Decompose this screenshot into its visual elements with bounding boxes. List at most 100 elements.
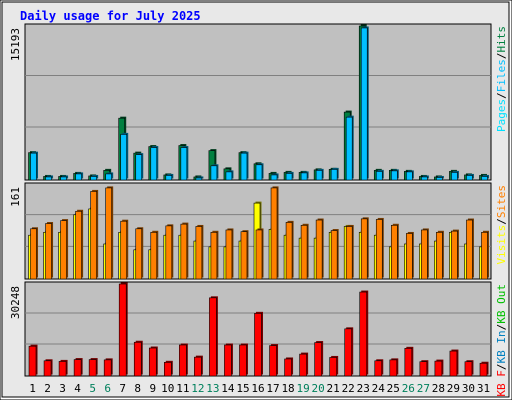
x-tick-label: 15 bbox=[236, 382, 249, 395]
bar-kb-f-16 bbox=[254, 313, 262, 377]
bar-kb-f-23 bbox=[359, 291, 368, 377]
bar-files-18 bbox=[285, 173, 293, 181]
bar-files-21 bbox=[330, 169, 338, 181]
bar-files-12 bbox=[195, 177, 203, 181]
bar-kb-f-12 bbox=[194, 356, 202, 377]
bar-kb-f-21 bbox=[329, 357, 337, 377]
bar-sites-22 bbox=[345, 226, 353, 280]
panel-background bbox=[24, 23, 492, 181]
legend-entry: / bbox=[495, 218, 508, 225]
bar-sites-31 bbox=[481, 231, 488, 280]
x-tick-label: 9 bbox=[149, 382, 156, 395]
legend-entry: Visits bbox=[495, 225, 508, 265]
bar-files-31 bbox=[481, 176, 488, 181]
bar-files-27 bbox=[421, 176, 428, 181]
bar-kb-f-31 bbox=[479, 362, 488, 377]
bar-sites-4 bbox=[75, 210, 82, 280]
legend-entry: Out bbox=[495, 284, 508, 311]
bar-sites-17 bbox=[270, 187, 278, 280]
bar-files-2 bbox=[45, 176, 52, 181]
legend-entry: Pages bbox=[495, 99, 508, 132]
bar-sites-14 bbox=[225, 229, 233, 280]
bar-sites-28 bbox=[436, 231, 443, 280]
panel-max-label: 15193 bbox=[9, 28, 22, 61]
bar-files-8 bbox=[135, 154, 143, 181]
bar-kb-f-5 bbox=[88, 359, 97, 377]
x-tick-label: 21 bbox=[327, 382, 340, 395]
bar-kb-f-20 bbox=[314, 342, 322, 377]
bar-kb-f-4 bbox=[73, 359, 82, 377]
bar-kb-f-9 bbox=[148, 347, 157, 377]
x-tick-label: 16 bbox=[251, 382, 264, 395]
bar-files-23 bbox=[360, 27, 368, 181]
bar-sites-15 bbox=[240, 231, 248, 280]
x-tick-label: 22 bbox=[342, 382, 355, 395]
bar-files-30 bbox=[466, 175, 473, 181]
bar-sites-27 bbox=[421, 229, 428, 280]
bar-files-9 bbox=[150, 147, 158, 181]
bar-sites-13 bbox=[210, 231, 218, 280]
bar-sites-16 bbox=[255, 229, 263, 280]
bar-sites-3 bbox=[60, 220, 67, 280]
x-tick-label: 29 bbox=[447, 382, 460, 395]
bar-kb-f-11 bbox=[179, 344, 187, 377]
bar-kb-f-19 bbox=[299, 353, 307, 377]
legend-entry: / bbox=[495, 53, 508, 60]
x-tick-label: 23 bbox=[357, 382, 370, 395]
legend-entry: KB bbox=[495, 310, 508, 324]
bar-sites-7 bbox=[120, 220, 128, 280]
bar-kb-f-26 bbox=[404, 348, 413, 377]
bar-sites-29 bbox=[451, 230, 458, 280]
panel-legend: KB F/KB In/KB Out bbox=[495, 284, 508, 397]
chart-title: Daily usage for July 2025 bbox=[20, 9, 201, 23]
bar-kb-f-1 bbox=[28, 345, 37, 377]
bar-kb-f-25 bbox=[389, 359, 398, 377]
bar-kb-f-14 bbox=[224, 344, 232, 377]
bar-files-15 bbox=[240, 152, 248, 181]
bar-files-16 bbox=[255, 164, 263, 181]
bar-kb-f-30 bbox=[464, 361, 473, 377]
bar-kb-f-10 bbox=[164, 362, 172, 377]
bar-sites-30 bbox=[466, 219, 473, 280]
x-tick-label: 20 bbox=[312, 382, 325, 395]
x-tick-label: 4 bbox=[74, 382, 81, 395]
chart-panels: 15193Pages/Files/Hits161Visits/Sites3024… bbox=[9, 23, 508, 397]
x-tick-label: 13 bbox=[206, 382, 219, 395]
bar-files-20 bbox=[315, 170, 323, 181]
panel-max-label: 30248 bbox=[9, 286, 22, 319]
bar-sites-1 bbox=[30, 228, 37, 280]
x-tick-label: 18 bbox=[281, 382, 294, 395]
x-tick-label: 10 bbox=[161, 382, 174, 395]
bar-files-11 bbox=[180, 147, 188, 181]
bar-sites-20 bbox=[315, 219, 323, 280]
bar-sites-2 bbox=[45, 223, 52, 280]
bar-sites-9 bbox=[150, 231, 158, 280]
bar-files-19 bbox=[300, 172, 308, 181]
bar-kb-f-28 bbox=[434, 360, 443, 377]
legend-entry: / bbox=[495, 324, 508, 331]
panel-visits-sites: 161 Visits/Sites bbox=[9, 182, 508, 280]
legend-entry: F bbox=[495, 370, 508, 383]
x-tick-label: 31 bbox=[477, 382, 490, 395]
legend-entry: Sites bbox=[495, 185, 508, 218]
bar-files-13 bbox=[210, 165, 218, 181]
bar-kb-f-6 bbox=[103, 359, 112, 377]
bar-sites-23 bbox=[360, 218, 368, 280]
bar-files-24 bbox=[375, 171, 383, 181]
bar-sites-19 bbox=[300, 224, 308, 280]
bar-kb-f-3 bbox=[58, 361, 67, 377]
x-tick-label: 2 bbox=[44, 382, 51, 395]
bar-files-14 bbox=[225, 171, 233, 181]
bar-sites-5 bbox=[90, 191, 97, 280]
legend-entry: In bbox=[495, 330, 508, 350]
bar-kb-f-7 bbox=[118, 283, 127, 377]
bar-files-1 bbox=[30, 152, 37, 181]
x-tick-label: 5 bbox=[89, 382, 96, 395]
bar-files-29 bbox=[451, 172, 458, 181]
x-tick-label: 11 bbox=[176, 382, 189, 395]
bar-kb-f-18 bbox=[284, 358, 292, 377]
bar-kb-f-22 bbox=[344, 328, 352, 377]
